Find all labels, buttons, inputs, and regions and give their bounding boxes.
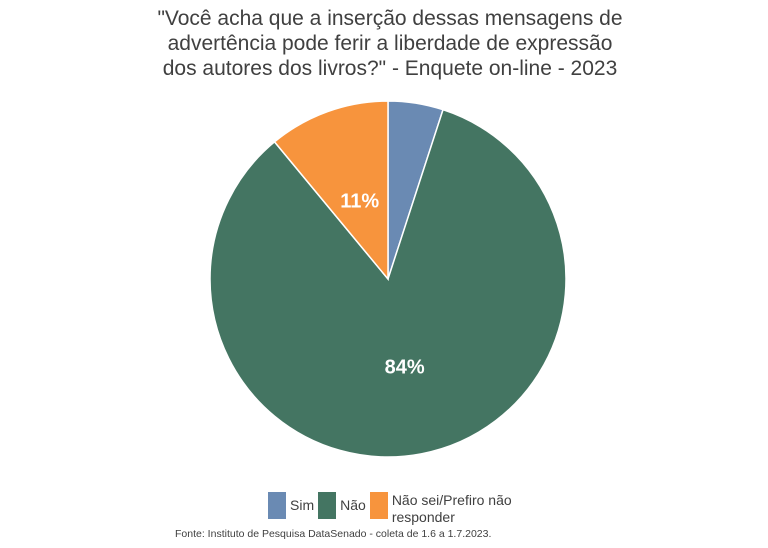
- chart-title: "Você acha que a inserção dessas mensage…: [130, 6, 650, 81]
- legend-item-nao-sei: Não sei/Prefiro não responder: [369, 492, 522, 526]
- legend-swatch-nao: [318, 492, 337, 519]
- legend-item-nao: Não: [318, 492, 366, 519]
- legend-swatch-sim: [268, 492, 286, 519]
- legend-label-nao-sei: Não sei/Prefiro não responder: [391, 492, 512, 525]
- legend-label-sim: Sim: [290, 497, 315, 513]
- chart-title-line-1: "Você acha que a inserção dessas mensage…: [157, 7, 623, 30]
- pie-slice-nao-sei: [273, 100, 389, 282]
- legend-swatch-nao-sei: [369, 492, 388, 519]
- data-label-nao: 84%: [385, 356, 425, 378]
- legend-item-sim: Sim: [268, 492, 314, 519]
- chart-title-line-3: dos autores dos livros?" - Enquete on-li…: [162, 57, 618, 80]
- pie-slice-nao: [209, 108, 567, 458]
- source-note: Fonte: Instituto de Pesquisa DataSenado …: [175, 528, 492, 540]
- legend: Sim Não Não sei/Prefiro não responder: [268, 492, 526, 526]
- data-label-nao-sei: 11%: [340, 190, 379, 212]
- chart-title-line-2: advertência pode ferir a liberdade de ex…: [167, 32, 613, 55]
- legend-label-nao: Não: [340, 497, 366, 513]
